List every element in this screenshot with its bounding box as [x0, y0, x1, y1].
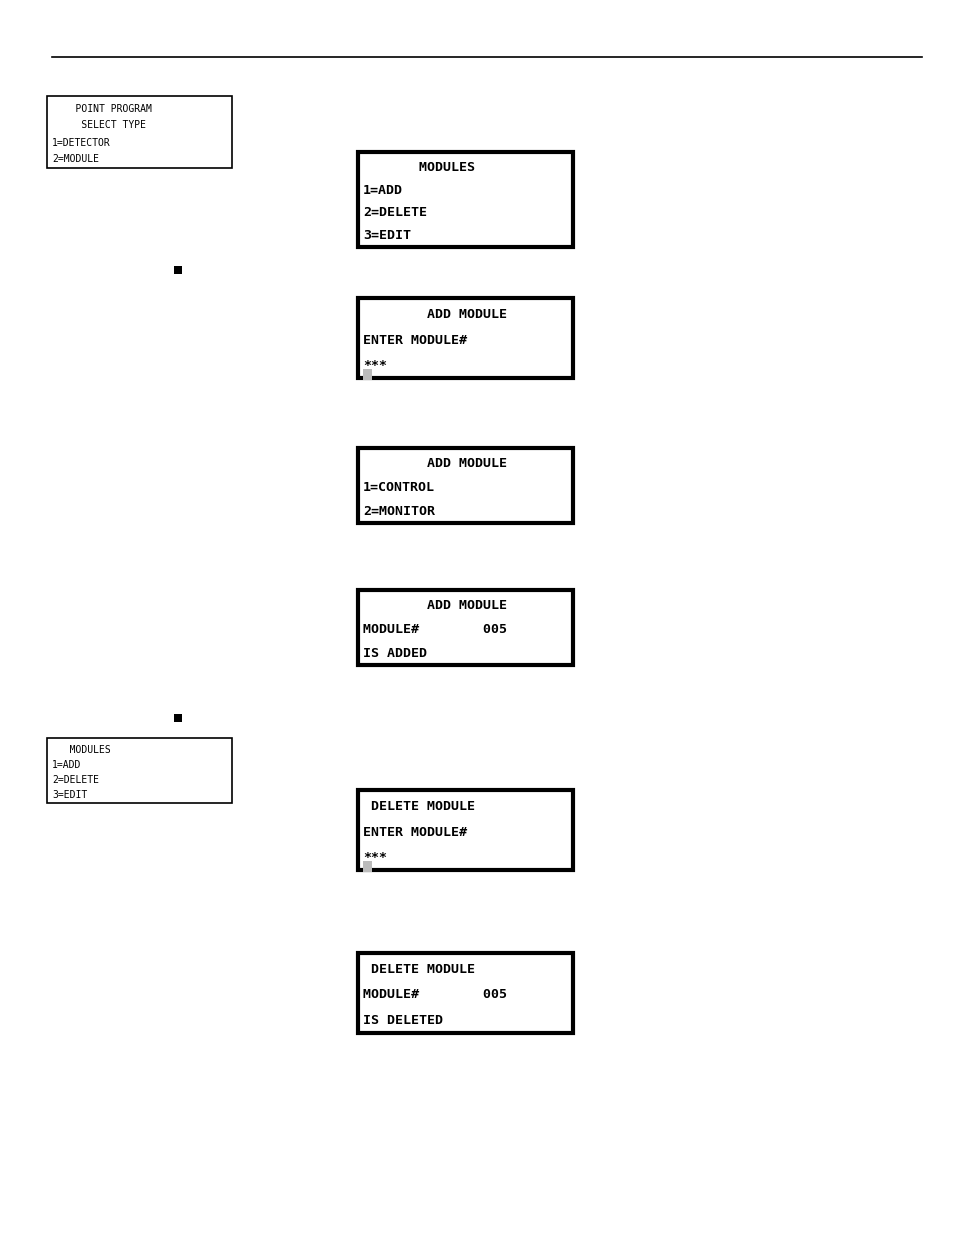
Bar — [363, 369, 372, 379]
Text: ADD MODULE: ADD MODULE — [363, 309, 506, 321]
Bar — [47, 96, 232, 168]
Text: POINT PROGRAM: POINT PROGRAM — [52, 104, 152, 114]
Text: ENTER MODULE#: ENTER MODULE# — [363, 825, 467, 839]
Text: ENTER MODULE#: ENTER MODULE# — [363, 333, 467, 347]
Text: 3=EDIT: 3=EDIT — [52, 790, 87, 800]
Text: MODULES: MODULES — [52, 745, 111, 755]
Text: 3=EDIT: 3=EDIT — [363, 230, 411, 242]
Text: ADD MODULE: ADD MODULE — [363, 457, 506, 471]
Bar — [173, 266, 182, 274]
Text: 2=DELETE: 2=DELETE — [363, 206, 427, 220]
Bar — [357, 790, 573, 869]
Bar — [47, 739, 232, 803]
Text: ADD MODULE: ADD MODULE — [363, 599, 506, 613]
Text: 1=DETECTOR: 1=DETECTOR — [52, 137, 111, 147]
Bar — [173, 714, 182, 722]
Text: DELETE MODULE: DELETE MODULE — [363, 963, 475, 976]
Text: MODULES: MODULES — [363, 161, 475, 174]
Text: MODULE#        005: MODULE# 005 — [363, 622, 506, 636]
Text: 1=ADD: 1=ADD — [363, 184, 402, 196]
Text: 2=MONITOR: 2=MONITOR — [363, 505, 435, 517]
Text: 2=DELETE: 2=DELETE — [52, 776, 99, 785]
Bar — [357, 152, 573, 247]
Bar — [357, 590, 573, 664]
Bar — [357, 298, 573, 378]
Text: IS DELETED: IS DELETED — [363, 1014, 442, 1026]
Bar — [357, 448, 573, 522]
Text: DELETE MODULE: DELETE MODULE — [363, 800, 475, 813]
Text: 1=CONTROL: 1=CONTROL — [363, 480, 435, 494]
Text: ***: *** — [363, 851, 387, 863]
Text: SELECT TYPE: SELECT TYPE — [52, 121, 146, 131]
Bar — [363, 861, 372, 872]
Text: MODULE#        005: MODULE# 005 — [363, 988, 506, 1002]
Text: IS ADDED: IS ADDED — [363, 647, 427, 659]
Text: 2=MODULE: 2=MODULE — [52, 154, 99, 164]
Text: ***: *** — [363, 359, 387, 372]
Bar — [357, 953, 573, 1032]
Text: 1=ADD: 1=ADD — [52, 760, 81, 769]
